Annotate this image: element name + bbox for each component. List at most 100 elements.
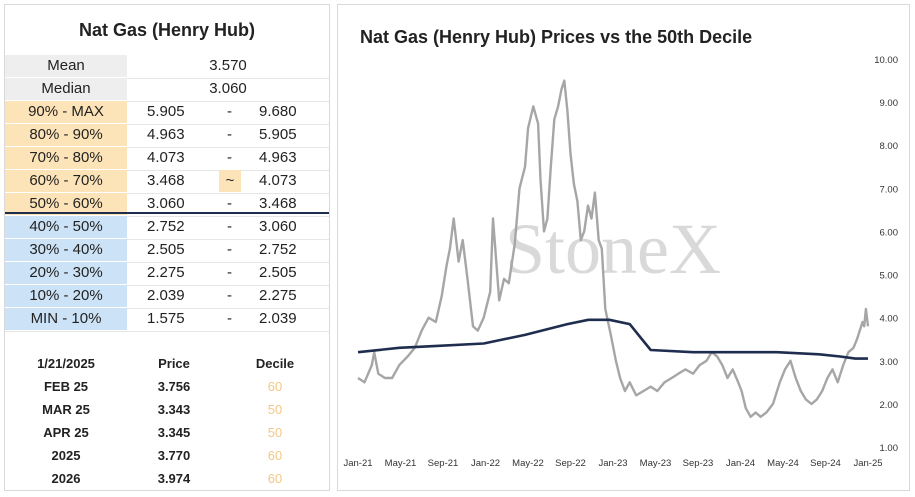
decile-range-label: 90% - MAX [5, 101, 127, 123]
x-tick-label: Sep-22 [555, 458, 586, 469]
decile-50-line [357, 318, 868, 360]
decile-high-value: 9.680 [259, 103, 297, 120]
decile-low-value: 2.505 [147, 241, 185, 258]
y-tick-label: 4.00 [880, 314, 899, 325]
x-tick-label: May-21 [385, 458, 417, 469]
contract-price: 3.770 [157, 448, 191, 463]
decile-low-value: 5.905 [147, 103, 185, 120]
y-tick-label: 7.00 [880, 184, 899, 195]
decile-row: 30% - 40% 2.505 - 2.752 [5, 239, 329, 263]
decile-range-label: 80% - 90% [5, 124, 127, 146]
price-line [357, 79, 870, 418]
contract-decile: 60 [267, 448, 283, 463]
y-tick-label: 8.00 [880, 141, 899, 152]
decile-range-label: 30% - 40% [5, 239, 127, 261]
decile-row: 90% - MAX 5.905 - 9.680 [5, 101, 329, 125]
contract-price: 3.345 [157, 425, 191, 440]
mean-label: Mean [5, 55, 127, 77]
chart-panel: Nat Gas (Henry Hub) Prices vs the 50th D… [337, 4, 910, 491]
decile-high-value: 2.752 [259, 241, 297, 258]
y-tick-label: 6.00 [880, 227, 899, 238]
contract-label: 2026 [51, 471, 81, 486]
header-date: 1/21/2025 [37, 356, 95, 371]
decile-high-value: 5.905 [259, 126, 297, 143]
decile-range-label: 20% - 30% [5, 262, 127, 284]
contract-label: APR 25 [43, 425, 89, 440]
decile-low-value: 2.039 [147, 287, 185, 304]
x-tick-label: Jan-24 [726, 458, 755, 469]
decile-separator: - [227, 310, 232, 327]
chart-title: Nat Gas (Henry Hub) Prices vs the 50th D… [360, 27, 753, 47]
x-tick-label: Jan-23 [598, 458, 627, 469]
mean-row: Mean 3.570 [5, 55, 329, 79]
price-row: 2025 3.770 60 [4, 444, 330, 467]
decile-high-value: 2.039 [259, 310, 297, 327]
decile-high-value: 2.275 [259, 287, 297, 304]
summary-title: Nat Gas (Henry Hub) [78, 20, 256, 40]
contract-decile: 50 [267, 425, 283, 440]
watermark-logo: StoneX [505, 209, 721, 289]
x-tick-label: May-24 [767, 458, 799, 469]
contract-price: 3.343 [157, 402, 191, 417]
decile-high-value: 3.060 [259, 218, 297, 235]
contract-decile: 50 [267, 402, 283, 417]
price-row: 2026 3.974 60 [4, 467, 330, 490]
contract-label: 2025 [51, 448, 81, 463]
median-row: Median 3.060 [5, 78, 329, 102]
y-tick-label: 9.00 [880, 98, 899, 109]
contract-price: 3.974 [157, 471, 191, 486]
decile-high-value: 3.468 [259, 195, 297, 212]
contract-decile: 60 [267, 379, 283, 394]
y-tick-label: 10.00 [874, 55, 898, 66]
median-value: 3.060 [209, 80, 247, 97]
price-row: APR 25 3.345 50 [4, 421, 330, 444]
x-tick-label: Sep-24 [810, 458, 841, 469]
decile-range-label: 40% - 50% [5, 216, 127, 238]
median-label: Median [5, 78, 127, 100]
decile-separator: - [227, 218, 232, 235]
decile-row: 20% - 30% 2.275 - 2.505 [5, 262, 329, 286]
price-chart: StoneX 1.00 2.00 3.00 4.00 5.00 6.00 7.00 8.00 9.… [343, 55, 899, 469]
decile-separator: - [227, 195, 232, 212]
decile-row: MIN - 10% 1.575 - 2.039 [5, 308, 329, 332]
y-tick-label: 5.00 [880, 271, 899, 282]
decile-row: 70% - 80% 4.073 - 4.963 [5, 147, 329, 171]
contract-label: FEB 25 [43, 379, 89, 394]
decile-low-value: 4.073 [147, 149, 185, 166]
decile-range-label: 50% - 60% [5, 193, 127, 215]
price-table-header: 1/21/2025 Price Decile [4, 352, 330, 375]
header-decile: Decile [255, 356, 295, 371]
decile-row: 50% - 60% 3.060 - 3.468 [5, 193, 329, 217]
decile-range-label: 10% - 20% [5, 285, 127, 307]
decile-low-value: 2.752 [147, 218, 185, 235]
price-row: MAR 25 3.343 50 [4, 398, 330, 421]
decile-separator: - [227, 126, 232, 143]
decile-low-value: 4.963 [147, 126, 185, 143]
price-table: 1/21/2025 Price Decile FEB 25 3.756 60 MAR … [4, 352, 330, 491]
y-tick-label: 3.00 [880, 357, 899, 368]
header-price: Price [158, 356, 190, 371]
median-divider [5, 212, 329, 214]
y-tick-label: 2.00 [880, 400, 899, 411]
decile-separator: - [227, 287, 232, 304]
decile-range-label: 70% - 80% [5, 147, 127, 169]
decile-high-value: 4.073 [259, 172, 297, 189]
y-tick-label: 1.00 [880, 443, 899, 454]
x-tick-label: May-23 [640, 458, 672, 469]
decile-row: 40% - 50% 2.752 - 3.060 [5, 216, 329, 240]
x-tick-label: Sep-21 [428, 458, 459, 469]
decile-high-value: 2.505 [259, 264, 297, 281]
x-tick-label: Jan-22 [471, 458, 500, 469]
decile-range-label: 60% - 70% [5, 170, 127, 192]
contract-price: 3.756 [157, 379, 191, 394]
decile-separator: ~ [219, 170, 241, 192]
decile-low-value: 3.060 [147, 195, 185, 212]
decile-separator: - [227, 264, 232, 281]
decile-row: 60% - 70% 3.468 ~4.073 [5, 170, 329, 194]
decile-range-label: MIN - 10% [5, 308, 127, 330]
decile-row: 80% - 90% 4.963 - 5.905 [5, 124, 329, 148]
mean-value: 3.570 [209, 57, 247, 74]
x-tick-label: Jan-21 [343, 458, 372, 469]
decile-low-value: 1.575 [147, 310, 185, 327]
x-tick-label: May-22 [512, 458, 544, 469]
